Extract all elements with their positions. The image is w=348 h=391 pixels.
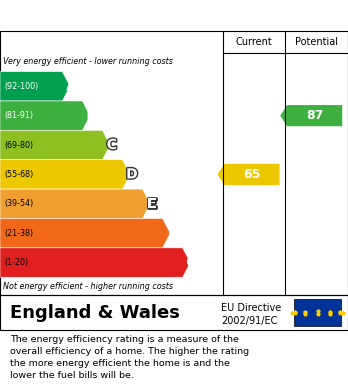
Text: 87: 87	[306, 109, 323, 122]
Polygon shape	[0, 189, 150, 219]
Polygon shape	[280, 105, 342, 126]
Text: Energy Efficiency Rating: Energy Efficiency Rating	[10, 6, 239, 25]
Text: Not energy efficient - higher running costs: Not energy efficient - higher running co…	[3, 282, 174, 291]
Text: (21-38): (21-38)	[4, 229, 33, 238]
Text: (92-100): (92-100)	[4, 82, 38, 91]
Polygon shape	[0, 160, 130, 189]
Bar	[294, 300, 341, 326]
Text: Potential: Potential	[295, 37, 338, 47]
Text: Very energy efficient - lower running costs: Very energy efficient - lower running co…	[3, 57, 173, 66]
Text: A: A	[66, 79, 77, 93]
Text: (55-68): (55-68)	[4, 170, 33, 179]
Text: (69-80): (69-80)	[4, 140, 33, 149]
Polygon shape	[0, 219, 170, 248]
Text: E: E	[147, 197, 157, 211]
Text: C: C	[107, 138, 117, 152]
Text: EU Directive: EU Directive	[221, 303, 281, 312]
Polygon shape	[0, 101, 90, 130]
Polygon shape	[218, 164, 279, 185]
Text: (39-54): (39-54)	[4, 199, 33, 208]
Polygon shape	[0, 248, 190, 277]
Text: F: F	[167, 226, 177, 240]
Text: D: D	[126, 167, 138, 181]
Polygon shape	[0, 130, 110, 160]
Polygon shape	[0, 72, 70, 101]
Text: B: B	[87, 109, 97, 123]
Text: England & Wales: England & Wales	[10, 304, 180, 322]
Text: (81-91): (81-91)	[4, 111, 33, 120]
Text: 2002/91/EC: 2002/91/EC	[221, 316, 277, 326]
Text: (1-20): (1-20)	[4, 258, 28, 267]
Text: The energy efficiency rating is a measure of the
overall efficiency of a home. T: The energy efficiency rating is a measur…	[10, 335, 250, 380]
Text: G: G	[186, 256, 198, 269]
Text: 65: 65	[243, 168, 261, 181]
Text: Current: Current	[236, 37, 272, 47]
